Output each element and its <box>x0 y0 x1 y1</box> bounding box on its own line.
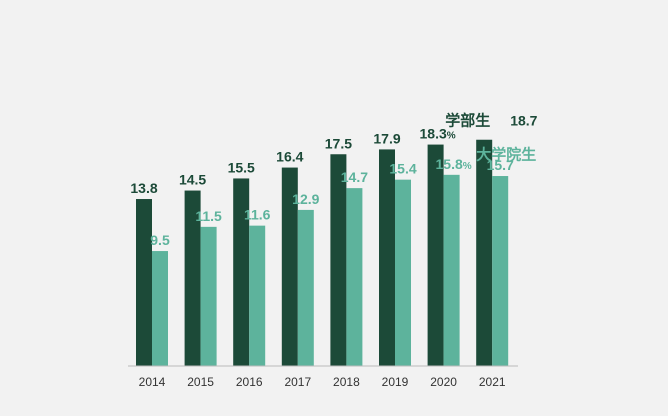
data-label-series2-2021: 15.7 <box>487 157 514 173</box>
bar-series1-2020 <box>427 144 444 366</box>
bar-series1-2014 <box>136 199 152 366</box>
data-label-series2-2016: 11.6 <box>244 207 271 223</box>
data-label-series1-2017: 16.4 <box>276 149 303 165</box>
bar-series1-2019 <box>379 149 395 366</box>
tick-label-2015: 2015 <box>187 375 214 389</box>
bar-series1-2017 <box>281 167 298 366</box>
data-label-series1-2020: 18.3% <box>420 126 456 142</box>
series-label-2: 大学院生 <box>476 146 536 164</box>
data-label-series2-2017: 12.9 <box>292 191 319 207</box>
series-label-1: 学部生 <box>445 112 490 130</box>
data-label-series2-2015: 11.5 <box>195 208 222 224</box>
bar-series2-2018 <box>346 188 363 366</box>
data-label-series1-2014: 13.8 <box>130 180 157 196</box>
bars-group <box>136 139 509 366</box>
pct-unit-series1-2020: % <box>447 131 456 142</box>
data-label-series2-2018: 14.7 <box>341 169 368 185</box>
data-label-series2-2014: 9.5 <box>150 232 170 248</box>
tick-label-2021: 2021 <box>479 375 506 389</box>
bar-series1-2021 <box>476 139 493 366</box>
tick-label-2018: 2018 <box>333 375 360 389</box>
tick-label-2020: 2020 <box>430 375 457 389</box>
bar-series2-2015 <box>200 226 217 366</box>
bar-series2-2014 <box>152 251 168 366</box>
tick-label-2016: 2016 <box>236 375 263 389</box>
bar-series2-2017 <box>297 209 314 366</box>
bar-series2-2019 <box>395 179 411 366</box>
bar-series2-2016 <box>249 225 266 366</box>
bar-series2-2020 <box>443 174 460 366</box>
tick-label-2019: 2019 <box>382 375 409 389</box>
labels-group: 13.8 9.5 2014 14.5 11.5 2015 15.5 11.6 2016 16.4 1… <box>130 112 537 389</box>
tick-label-2017: 2017 <box>284 375 311 389</box>
tick-label-2014: 2014 <box>139 375 166 389</box>
data-label-series2-2019: 15.4 <box>389 161 416 177</box>
pct-unit-series2-2020: % <box>463 161 472 172</box>
bar-series2-2021 <box>492 176 509 366</box>
data-label-series1-2016: 15.5 <box>228 159 255 175</box>
data-label-series1-2019: 17.9 <box>373 130 400 146</box>
bar-series1-2015 <box>184 190 201 366</box>
data-label-series1-2018: 17.5 <box>325 135 352 151</box>
bar-series1-2018 <box>330 154 347 366</box>
data-label-series2-2020: 15.8% <box>436 156 472 172</box>
bar-series1-2016 <box>233 178 250 366</box>
data-label-series1-2021: 18.7 <box>510 113 537 129</box>
data-label-series1-2015: 14.5 <box>179 172 206 188</box>
